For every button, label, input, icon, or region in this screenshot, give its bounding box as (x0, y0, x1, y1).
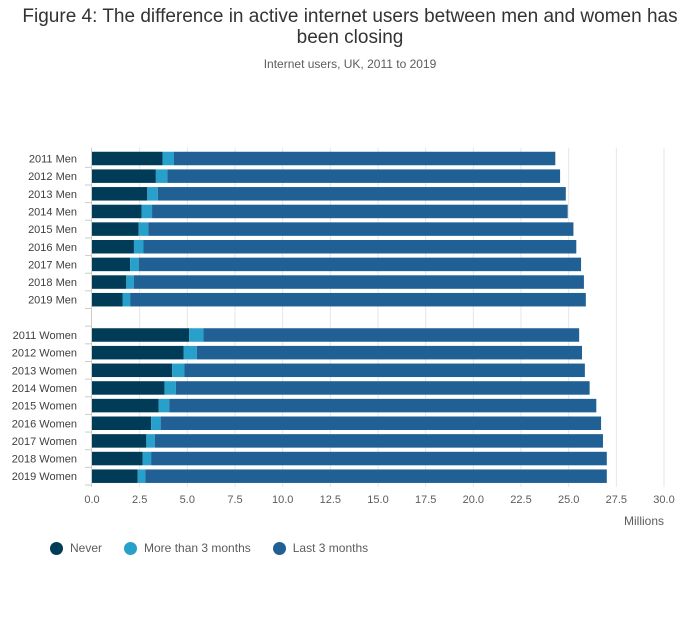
x-tick-label-17-5: 17.5 (415, 494, 436, 506)
x-tick-label-2-5: 2.5 (132, 494, 147, 506)
chart-title: Figure 4: The difference in active inter… (22, 6, 678, 48)
bar-2017-men-last-3-months (138, 257, 582, 272)
y-tick-label-2019-women: 2019 Women (12, 471, 77, 483)
y-tick-label-2016-women: 2016 Women (12, 418, 77, 430)
x-tick-label-10-0: 10.0 (272, 494, 293, 506)
y-tick-label-2016-men: 2016 Men (28, 242, 77, 254)
bar-2013-women-last-3-months (184, 363, 585, 378)
legend-swatch-more-than-3-months (124, 541, 138, 555)
bar-2016-men-last-3-months (143, 240, 577, 254)
bar-2017-women-never (92, 434, 147, 448)
y-tick-label-2018-women: 2018 Women (12, 454, 77, 466)
y-tick-label-2017-women: 2017 Women (12, 436, 77, 448)
bar-2013-women-more-than-3-months (172, 363, 185, 378)
bar-2012-women-never (92, 345, 184, 360)
bar-2014-women-last-3-months (175, 381, 590, 395)
x-tick-label-25-0: 25.0 (558, 494, 579, 506)
y-tick-label-2012-women: 2012 Women (12, 348, 77, 360)
bar-2016-women-never (92, 416, 152, 430)
y-tick-label-2017-men: 2017 Men (28, 259, 77, 271)
bar-2014-men-last-3-months (152, 204, 568, 219)
y-tick-label-2018-men: 2018 Men (28, 277, 77, 289)
bar-2011-women-last-3-months (203, 328, 580, 342)
bar-2015-men-last-3-months (148, 222, 574, 236)
bar-2016-women-last-3-months (160, 416, 602, 430)
bar-2017-men-more-than-3-months (130, 257, 139, 272)
bar-2011-women-never (92, 328, 190, 342)
x-tick-label-30-0: 30.0 (653, 494, 674, 506)
bar-2018-men-more-than-3-months (126, 275, 134, 289)
bar-2019-women-never (92, 469, 138, 483)
y-tick-label-2014-men: 2014 Men (28, 206, 77, 218)
bar-2016-women-more-than-3-months (151, 416, 161, 430)
bar-2017-men-never (92, 257, 131, 272)
x-axis-label: Millions (624, 514, 664, 528)
bar-2018-women-never (92, 451, 143, 466)
x-tick-label-20-0: 20.0 (463, 494, 484, 506)
bar-2016-men-more-than-3-months (133, 240, 144, 254)
bar-2013-men-never (92, 187, 148, 201)
y-tick-label-2015-women: 2015 Women (12, 401, 77, 413)
x-tick-label-12-5: 12.5 (320, 494, 341, 506)
bar-2012-women-more-than-3-months (183, 345, 197, 360)
legend-swatch-never (50, 541, 63, 555)
bar-2015-men-never (92, 222, 139, 236)
bar-2019-men-last-3-months (130, 292, 586, 307)
legend-item-never[interactable]: Never (50, 541, 102, 555)
y-tick-label-2013-men: 2013 Men (28, 189, 77, 201)
x-tick-label-0-0: 0.0 (84, 494, 99, 506)
legend: Never More than 3 months Last 3 months (50, 541, 368, 555)
legend-item-last-3-months[interactable]: Last 3 months (272, 541, 369, 555)
bar-2011-men-never (92, 151, 163, 166)
bar-2018-women-last-3-months (151, 451, 607, 466)
bar-2014-women-never (92, 381, 165, 395)
bar-2014-men-more-than-3-months (141, 204, 153, 219)
bar-2018-women-more-than-3-months (142, 451, 152, 466)
bar-2011-men-more-than-3-months (162, 151, 174, 166)
bar-2015-women-never (92, 398, 159, 413)
legend-label-more-than-3-months: More than 3 months (144, 541, 251, 555)
legend-item-more-than-3-months[interactable]: More than 3 months (124, 541, 251, 555)
bar-2018-men-never (92, 275, 127, 289)
x-tick-label-5-0: 5.0 (180, 494, 195, 506)
bar-2011-men-last-3-months (173, 151, 556, 166)
bar-2019-men-never (92, 292, 123, 307)
chart-subtitle: Internet users, UK, 2011 to 2019 (263, 57, 437, 71)
legend-swatch-last-3-months (272, 541, 286, 555)
x-tick-label-27-5: 27.5 (606, 494, 627, 506)
bar-2019-women-more-than-3-months (137, 469, 146, 483)
bar-2012-women-last-3-months (196, 345, 583, 360)
bar-2013-women-never (92, 363, 173, 378)
bar-2011-women-more-than-3-months (189, 328, 204, 342)
y-tick-label-2015-men: 2015 Men (28, 224, 77, 236)
bar-2016-men-never (92, 240, 134, 254)
bar-2018-men-last-3-months (133, 275, 584, 289)
bar-2019-men-more-than-3-months (122, 292, 131, 307)
bar-2015-men-more-than-3-months (138, 222, 149, 236)
bar-2015-women-more-than-3-months (158, 398, 170, 413)
bar-2017-women-last-3-months (154, 434, 603, 448)
bar-2014-women-more-than-3-months (164, 381, 176, 395)
y-tick-label-2012-men: 2012 Men (28, 171, 77, 183)
x-tick-label-15-0: 15.0 (367, 494, 388, 506)
bar-2017-women-more-than-3-months (146, 434, 155, 448)
y-tick-label-2019-men: 2019 Men (28, 295, 77, 307)
bar-2012-men-more-than-3-months (155, 169, 168, 183)
bar-2013-men-last-3-months (157, 187, 566, 201)
y-tick-label-2014-women: 2014 Women (12, 383, 77, 395)
bar-2015-women-last-3-months (169, 398, 597, 413)
x-tick-label-7-5: 7.5 (227, 494, 242, 506)
bar-2012-men-last-3-months (167, 169, 561, 183)
bar-2019-women-last-3-months (145, 469, 607, 483)
bar-2014-men-never (92, 204, 142, 219)
legend-label-last-3-months: Last 3 months (292, 541, 369, 555)
legend-label-never: Never (70, 541, 103, 555)
y-tick-label-2013-women: 2013 Women (12, 365, 77, 377)
x-tick-label-22-5: 22.5 (510, 494, 531, 506)
bar-2012-men-never (92, 169, 156, 183)
y-tick-label-2011-women: 2011 Women (13, 330, 77, 342)
bar-2013-men-more-than-3-months (147, 187, 158, 201)
y-tick-label-2011-men: 2011 Men (29, 154, 77, 166)
